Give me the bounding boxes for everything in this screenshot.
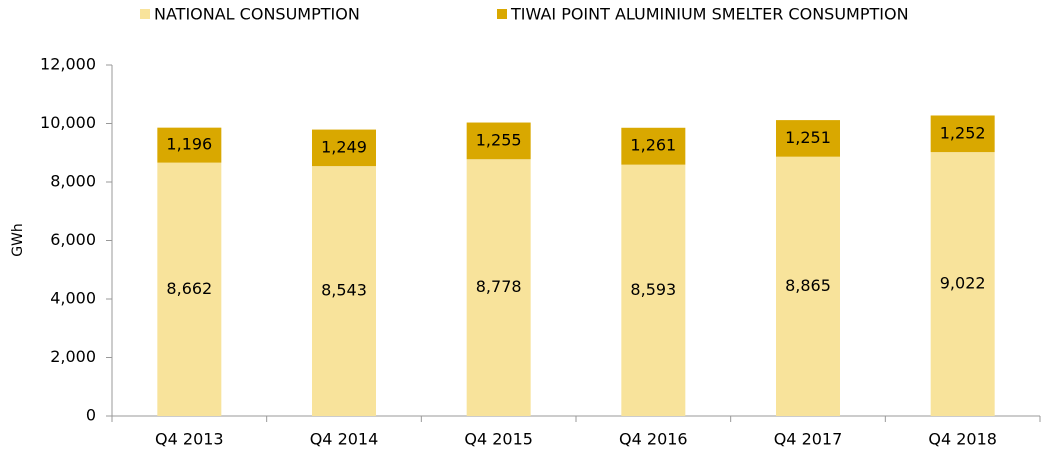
bar-segment: [621, 127, 686, 165]
bar-segment: [776, 156, 840, 417]
y-tick-label: 6,000: [50, 230, 96, 249]
legend-swatch: [497, 9, 507, 19]
x-tick-label: Q4 2014: [310, 430, 379, 449]
bar-segment: [621, 164, 686, 416]
bar-segment: [157, 127, 222, 163]
x-tick-label: Q4 2017: [774, 430, 843, 449]
bar-segment: [466, 122, 531, 160]
data-label: 8,778: [476, 277, 522, 296]
x-tick-label: Q4 2013: [155, 430, 224, 449]
y-tick-label: 2,000: [50, 347, 96, 366]
legend-swatch: [140, 9, 150, 19]
y-tick-label: 12,000: [40, 55, 96, 74]
bar-segment: [312, 166, 376, 416]
data-label: 1,249: [321, 137, 367, 156]
data-label: 1,255: [476, 130, 522, 149]
bar-segment: [930, 152, 995, 416]
y-tick-label: 4,000: [50, 289, 96, 308]
bar-segment: [466, 159, 531, 416]
y-tick-label: 10,000: [40, 113, 96, 132]
x-tick-label: Q4 2015: [464, 430, 533, 449]
data-label: 1,196: [166, 135, 212, 154]
bar-segment: [312, 129, 376, 167]
data-label: 1,261: [630, 136, 676, 155]
y-tick-label: 0: [86, 406, 96, 425]
legend-label: TIWAI POINT ALUMINIUM SMELTER CONSUMPTIO…: [510, 5, 909, 24]
x-tick-label: Q4 2016: [619, 430, 688, 449]
data-label: 8,662: [166, 279, 212, 298]
data-label: 9,022: [940, 274, 986, 293]
data-label: 1,252: [940, 123, 986, 142]
data-label: 1,251: [785, 128, 831, 147]
data-label: 8,543: [321, 281, 367, 300]
data-label: 8,593: [630, 280, 676, 299]
y-tick-label: 8,000: [50, 172, 96, 191]
data-label: 8,865: [785, 276, 831, 295]
bar-segment: [776, 120, 840, 157]
y-axis-label: GWh: [10, 223, 26, 257]
legend-label: NATIONAL CONSUMPTION: [154, 5, 360, 24]
bar-segment: [157, 162, 222, 416]
x-tick-label: Q4 2018: [928, 430, 997, 449]
bar-segment: [930, 115, 995, 153]
